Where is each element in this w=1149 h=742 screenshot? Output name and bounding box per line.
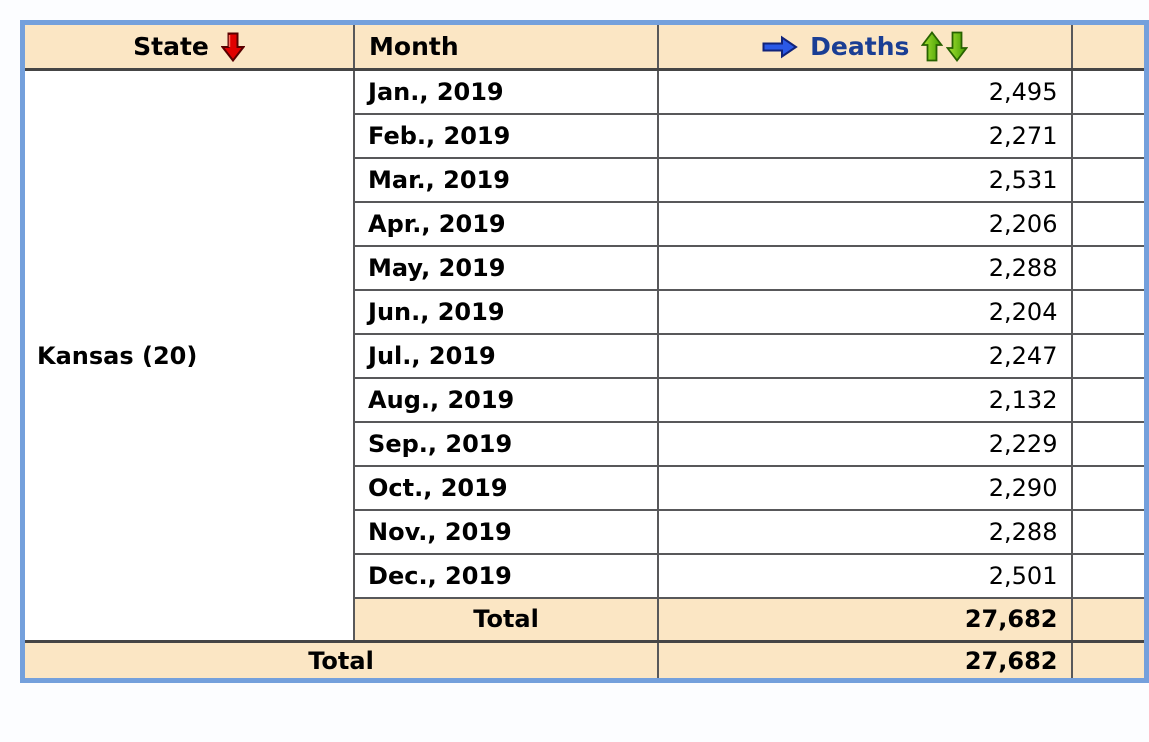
deaths-cell: 2,204 [657,288,1074,335]
extra-cell [1071,244,1148,291]
grand-total-deaths: 27,682 [657,640,1074,682]
extra-cell [1071,640,1148,682]
extra-cell [1071,596,1148,643]
state-name-cell: Kansas (20) [21,68,356,643]
state-sort-descending-icon[interactable] [220,32,245,62]
header-row: State Month [21,21,1148,71]
deaths-cell: 2,247 [657,332,1074,379]
month-row: Dec., 2019 2,501 [23,552,1148,599]
deaths-cell: 2,229 [657,420,1074,467]
deaths-cell: 2,290 [657,464,1074,511]
month-row: Apr., 2019 2,206 [23,200,1148,247]
extra-cell [1071,508,1148,555]
month-cell: Jul., 2019 [353,332,660,379]
month-cell: Jan., 2019 [353,68,660,115]
month-cell: Nov., 2019 [353,508,660,555]
month-row: Nov., 2019 2,288 [23,508,1148,555]
month-row: Jul., 2019 2,247 [23,332,1148,379]
state-total-row: Total 27,682 [23,596,1148,643]
month-row: Aug., 2019 2,132 [23,376,1148,423]
extra-cell [1071,156,1148,203]
month-cell: Feb., 2019 [353,112,660,159]
month-cell: Mar., 2019 [353,156,660,203]
sort-descending-icon[interactable] [946,31,969,62]
state-header-label: State [133,32,209,61]
extra-cell [1071,420,1148,467]
month-cell: Apr., 2019 [353,200,660,247]
extra-cell [1071,68,1148,115]
extra-cell [1071,332,1148,379]
month-cell: Jun., 2019 [353,288,660,335]
deaths-cell: 2,132 [657,376,1074,423]
extra-cell [1071,200,1148,247]
deaths-cell: 2,288 [657,508,1074,555]
month-cell: Dec., 2019 [353,552,660,599]
column-header-month[interactable]: Month [353,21,660,71]
table-header: State Month [21,21,1148,71]
month-row: Mar., 2019 2,531 [23,156,1148,203]
deaths-cell: 2,271 [657,112,1074,159]
month-row: Feb., 2019 2,271 [23,112,1148,159]
month-row: Oct., 2019 2,290 [23,464,1148,511]
table-body: Kansas (20) Jan., 2019 2,495 Feb., 2019 2,27… [21,68,1148,682]
extra-cell [1071,552,1148,599]
extra-cell [1071,112,1148,159]
deaths-cell: 2,206 [657,200,1074,247]
month-cell: Sep., 2019 [353,420,660,467]
sort-ascending-icon[interactable] [921,31,944,62]
blue-right-arrow-icon [762,35,798,59]
column-header-extra [1071,21,1148,71]
month-cell: Aug., 2019 [353,376,660,423]
month-row: Kansas (20) Jan., 2019 2,495 [21,68,1148,643]
deaths-cell: 2,495 [657,68,1074,115]
month-header-label: Month [369,32,459,61]
month-cell: May, 2019 [353,244,660,291]
extra-cell [1071,464,1148,511]
deaths-cell: 2,501 [657,552,1074,599]
month-row: Jun., 2019 2,204 [23,288,1148,335]
state-total-deaths: 27,682 [657,596,1074,643]
grand-total-row: Total 27,682 [21,640,1148,682]
deaths-cell: 2,531 [657,156,1074,203]
column-header-state[interactable]: State [21,21,356,71]
month-row: Sep., 2019 2,229 [23,420,1148,467]
column-header-deaths[interactable]: Deaths [657,21,1074,71]
deaths-cell: 2,288 [657,244,1074,291]
results-table: State Month [20,20,1149,683]
extra-cell [1071,376,1148,423]
month-cell: Oct., 2019 [353,464,660,511]
extra-cell [1071,288,1148,335]
deaths-header-label: Deaths [810,32,910,61]
state-total-label: Total [353,596,660,643]
month-row: May, 2019 2,288 [23,244,1148,291]
grand-total-label: Total [21,640,660,682]
